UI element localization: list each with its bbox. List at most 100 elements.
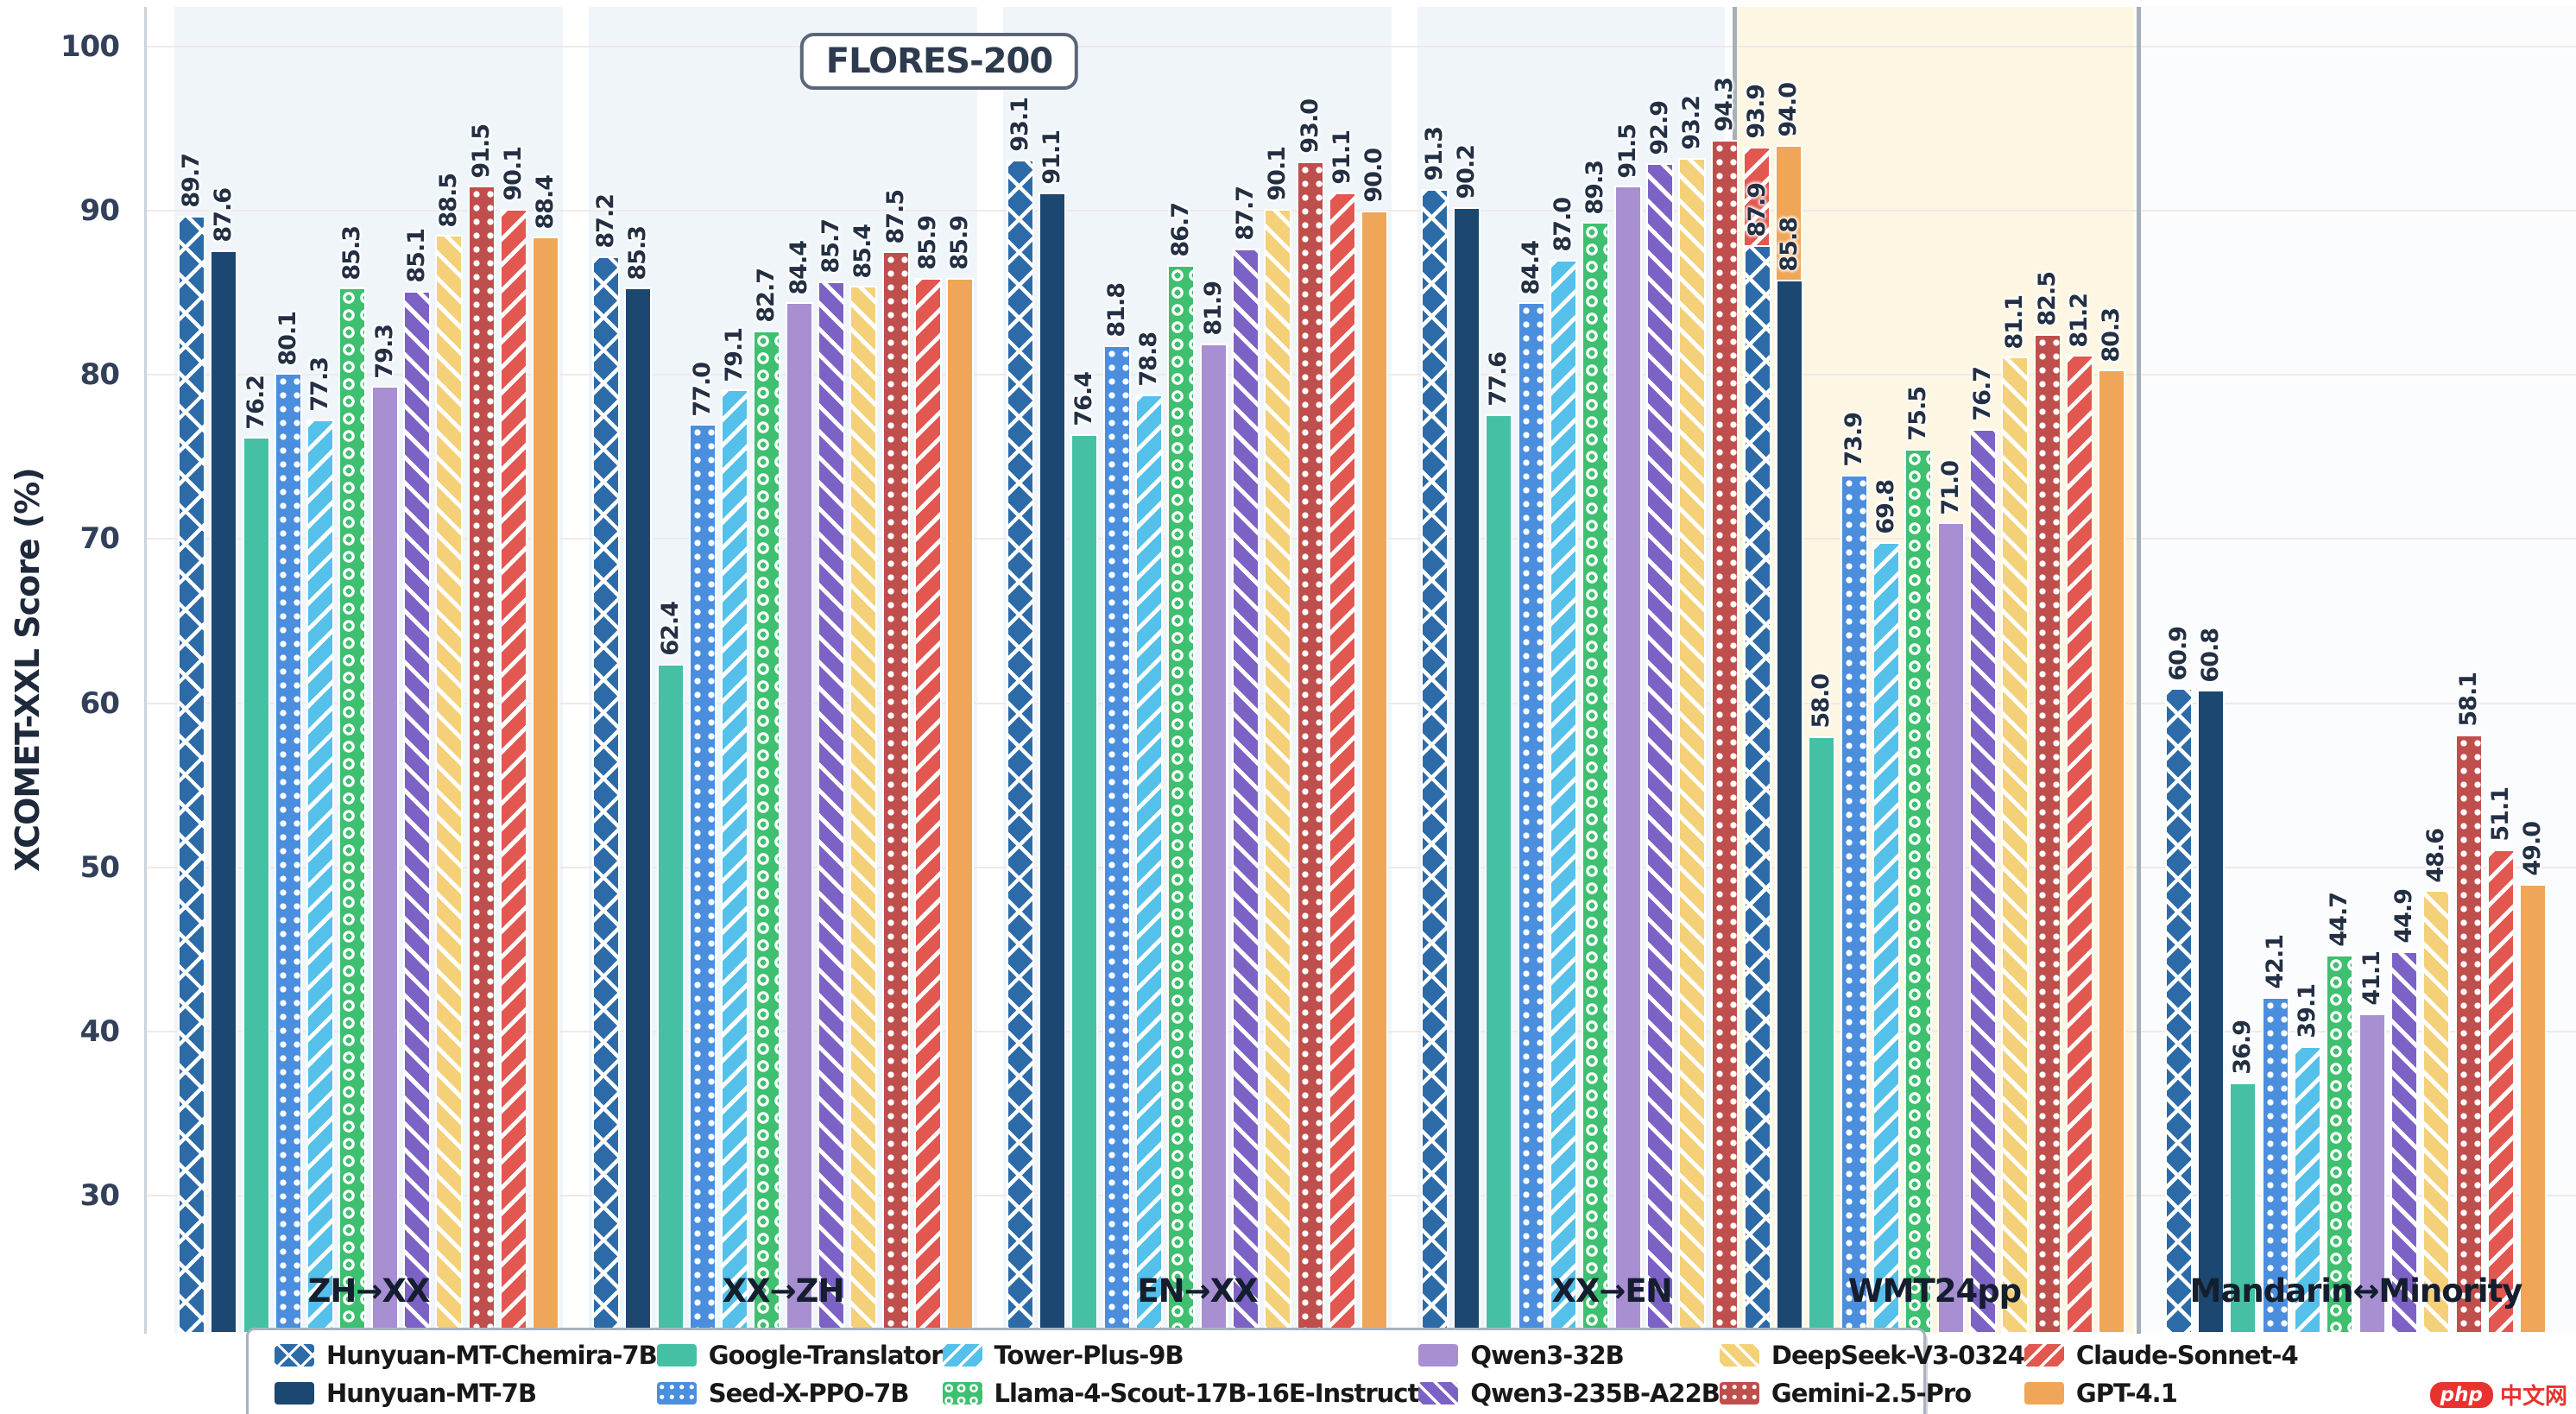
bar-value-label: 60.9 [2164,626,2192,681]
bar-value-label: 90.1 [1264,147,1291,201]
legend-swatch-solid [275,1382,314,1405]
bar-10-2 [1328,193,1356,1334]
bar-value-label: 80.3 [2098,307,2125,363]
gridline [147,45,2576,47]
bar-value-label: 77.6 [1485,352,1512,407]
y-tick-label: 100 [60,28,120,64]
bar-value-label: 36.9 [2229,1020,2257,1075]
bar-3-0 [274,373,302,1334]
bar-3-3 [1517,302,1545,1334]
bar-3-4 [1840,475,1868,1334]
bar-9-1 [881,251,910,1334]
bar-value-label: 76.2 [242,375,269,430]
bar-value-label: 48.6 [2422,828,2450,883]
bar-5-5 [2326,954,2354,1334]
bar-5-4 [1904,448,1933,1334]
bar-11-2 [1361,210,1389,1334]
y-tick-label: 60 [79,685,120,721]
legend-swatch-diag-down [1418,1382,1459,1405]
bar-3-1 [688,424,717,1334]
bar-value-label: 75.5 [1904,387,1932,441]
legend-label: Tower-Plus-9B [994,1341,1184,1370]
legend-swatch-solid [1418,1344,1459,1367]
bar-value-label: 62.4 [656,602,684,656]
bar-value-label: 93.9 [1742,85,1770,139]
bar-11-1 [946,277,975,1334]
y-axis-line [144,7,147,1334]
y-tick-label: 30 [79,1178,120,1214]
bar-value-label: 85.3 [624,225,652,281]
x-axis-group-label: XX→EN [1551,1272,1672,1310]
bar-11-4 [2098,369,2126,1334]
legend-item: Hunyuan-MT-Chemira-7B [275,1341,658,1370]
bar-value-label: 91.3 [1420,127,1448,182]
bar-value-label: 87.6 [210,187,237,243]
bar-value-label: 71.0 [1936,460,1964,515]
bar-value-label: 42.1 [2261,935,2289,989]
bar-6-1 [785,302,813,1334]
legend-label: GPT-4.1 [2075,1379,2178,1408]
bar-value-label: 85.3 [338,225,366,281]
bar-value-label: 92.9 [1645,101,1673,155]
bar-1-5 [2197,690,2226,1334]
bar-value-label: 86.7 [1167,202,1195,257]
bar-value-label: 80.1 [274,311,301,366]
bar-value-label: 85.9 [913,216,941,270]
bar-value-label: 85.8 [1776,218,1803,272]
bar-value-label: 49.0 [2519,822,2547,876]
bar-value-label: 69.8 [1872,480,1899,535]
legend: Hunyuan-MT-Chemira-7B Hunyuan-MT-7B Google… [246,1328,2299,1414]
legend-label: Hunyuan-MT-7B [326,1379,537,1408]
bar-7-2 [1231,248,1260,1334]
bar-8-4 [2001,357,2030,1334]
bar-6-2 [1199,344,1228,1334]
legend-column: Tower-Plus-9B Llama-4-Scout-17B-16E-Instr… [942,1341,1419,1408]
bar-8-2 [1264,209,1292,1334]
bar-value-label: 90.1 [499,147,527,201]
legend-swatch-crosshatch [275,1344,314,1367]
y-tick-label: 80 [79,357,120,393]
section-band [589,7,977,1334]
bar-1-2 [1039,193,1067,1334]
bar-2-2 [1070,433,1099,1334]
bar-value-label: 87.9 [1743,183,1771,237]
bar-value-label: 58.0 [1808,673,1835,729]
bar-9-5 [2454,734,2483,1334]
bar-value-label: 41.1 [2358,951,2385,1007]
legend-swatch-diag-down [1719,1344,1759,1367]
bar-8-0 [435,235,464,1334]
bar-4-1 [721,389,748,1334]
bar-value-label: 76.4 [1070,371,1098,426]
legend-column: Google-Translator Seed-X-PPO-7B [656,1341,943,1408]
bar-3-5 [2261,997,2289,1334]
bar-value-label: 44.7 [2326,892,2353,947]
bar-11-0 [532,237,560,1334]
bar-value-label: 58.1 [2454,672,2482,727]
x-axis-group-label: ZH→XX [307,1272,431,1310]
bar-value-label: 84.4 [1517,240,1544,295]
x-axis-group-label: WMT24pp [1847,1272,2022,1310]
bar-value-label: 90.2 [1453,145,1481,200]
x-axis-group-label: XX→ZH [722,1272,845,1310]
bar-7-5 [2390,950,2418,1334]
bar-value-label: 79.3 [370,324,398,379]
bar-4-4 [1872,542,1900,1334]
bar-value-label: 82.5 [2033,271,2061,326]
legend-swatch-diag-up [2024,1344,2064,1367]
bar-value-label: 87.5 [881,189,909,244]
bar-2-3 [1485,413,1513,1334]
bar-value-label: 85.4 [849,224,877,279]
bar-2-5 [2229,1083,2257,1334]
legend-label: Seed-X-PPO-7B [708,1379,910,1408]
legend-item: Gemini-2.5-Pro [1719,1379,2024,1408]
y-tick-label: 70 [79,521,120,557]
bar-value-label: 88.5 [435,173,463,228]
watermark: php 中文网 [2428,1379,2567,1411]
bar-5-2 [1167,264,1196,1334]
legend-label: Qwen3-32B [1470,1341,1624,1370]
y-tick-label: 50 [79,849,120,885]
bar-4-2 [1135,394,1163,1334]
bar-2-4 [1808,735,1836,1334]
bar-8-5 [2422,890,2451,1334]
bar-value-label: 91.1 [1328,130,1355,185]
